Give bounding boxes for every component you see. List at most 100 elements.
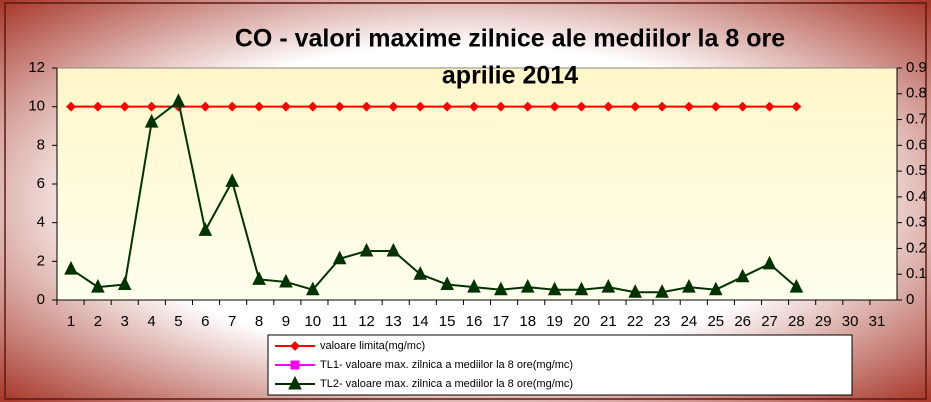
x-tick-label: 14 bbox=[412, 313, 429, 330]
x-tick-label: 2 bbox=[94, 313, 102, 330]
data-point bbox=[171, 93, 186, 108]
data-point bbox=[576, 101, 587, 112]
y2-tick-label: 0.1 bbox=[906, 265, 927, 282]
data-point bbox=[574, 281, 589, 296]
data-point bbox=[708, 281, 723, 296]
data-point bbox=[737, 101, 748, 112]
x-tick-label: 16 bbox=[466, 313, 483, 330]
data-point bbox=[495, 101, 506, 112]
x-tick-label: 10 bbox=[304, 313, 321, 330]
data-point bbox=[657, 101, 667, 112]
data-point bbox=[440, 276, 454, 291]
data-point bbox=[144, 114, 159, 128]
data-point bbox=[603, 101, 614, 112]
data-point bbox=[334, 101, 345, 112]
data-point bbox=[254, 101, 264, 112]
x-tick-label: 13 bbox=[385, 313, 402, 330]
data-point bbox=[359, 242, 374, 257]
data-point bbox=[467, 278, 481, 293]
data-point bbox=[361, 101, 372, 112]
data-point bbox=[764, 101, 775, 112]
y2-tick-label: 0.6 bbox=[906, 136, 927, 153]
x-tick-label: 4 bbox=[147, 313, 155, 330]
data-point bbox=[307, 101, 318, 112]
data-point bbox=[791, 101, 802, 112]
data-point bbox=[735, 268, 750, 283]
data-point bbox=[684, 101, 694, 112]
data-point bbox=[522, 101, 533, 112]
y-tick-label: 8 bbox=[37, 136, 45, 153]
y-tick-label: 6 bbox=[37, 175, 45, 192]
data-point bbox=[628, 284, 643, 298]
x-tick-label: 21 bbox=[600, 313, 617, 330]
y2-tick-label: 0.5 bbox=[906, 162, 927, 179]
x-tick-label: 27 bbox=[761, 313, 778, 330]
x-tick-label: 17 bbox=[493, 313, 510, 330]
data-point bbox=[413, 266, 428, 280]
legend-marker bbox=[290, 360, 300, 370]
data-point bbox=[227, 101, 238, 112]
data-point bbox=[305, 281, 320, 296]
x-tick-label: 22 bbox=[627, 313, 644, 330]
data-point bbox=[520, 278, 535, 293]
data-point bbox=[762, 255, 777, 270]
legend-label: TL1- valoare max. zilnica a mediilor la … bbox=[320, 359, 573, 371]
data-point bbox=[198, 222, 213, 236]
legend-marker bbox=[290, 341, 300, 351]
data-point bbox=[66, 101, 76, 112]
x-tick-label: 9 bbox=[282, 313, 290, 330]
data-point bbox=[630, 101, 641, 112]
y2-tick-label: 0.4 bbox=[906, 188, 927, 205]
data-point bbox=[601, 278, 616, 293]
y-tick-label: 10 bbox=[28, 98, 45, 115]
series-line bbox=[70, 99, 798, 294]
x-tick-label: 29 bbox=[815, 313, 832, 330]
data-point bbox=[388, 101, 399, 112]
x-tick-label: 26 bbox=[734, 313, 751, 330]
x-tick-label: 25 bbox=[707, 313, 724, 330]
chart-subtitle: aprilie 2014 bbox=[442, 62, 578, 90]
y-tick-label: 2 bbox=[37, 252, 45, 269]
legend-marker bbox=[288, 375, 302, 390]
data-point bbox=[415, 101, 426, 112]
data-point bbox=[146, 101, 157, 112]
data-point bbox=[332, 250, 347, 265]
x-tick-label: 28 bbox=[788, 313, 805, 330]
x-tick-label: 8 bbox=[255, 313, 263, 330]
data-point bbox=[200, 101, 211, 112]
legend-label: TL2- valoare max. zilnica a mediilor la … bbox=[320, 378, 573, 390]
data-point bbox=[64, 260, 78, 275]
legend bbox=[267, 334, 853, 396]
data-point bbox=[225, 173, 240, 187]
data-point bbox=[386, 242, 401, 257]
x-tick-label: 20 bbox=[573, 313, 590, 330]
x-tick-label: 11 bbox=[332, 313, 348, 330]
data-point bbox=[655, 284, 669, 298]
y2-tick-label: 0.7 bbox=[906, 111, 927, 128]
data-point bbox=[549, 101, 560, 112]
data-point bbox=[92, 101, 103, 112]
data-point bbox=[252, 271, 266, 285]
chart-border bbox=[4, 2, 927, 400]
data-point bbox=[442, 101, 453, 112]
data-point bbox=[91, 278, 105, 293]
data-point bbox=[547, 281, 562, 296]
x-tick-label: 1 bbox=[67, 313, 75, 330]
x-tick-label: 19 bbox=[546, 313, 563, 330]
x-tick-label: 30 bbox=[842, 313, 859, 330]
x-tick-label: 15 bbox=[439, 313, 456, 330]
x-tick-label: 3 bbox=[121, 313, 129, 330]
y2-tick-label: 0.9 bbox=[906, 59, 927, 76]
x-tick-label: 24 bbox=[681, 313, 698, 330]
y-tick-label: 0 bbox=[37, 291, 45, 308]
y2-tick-label: 0.8 bbox=[906, 85, 927, 102]
x-tick-label: 18 bbox=[519, 313, 536, 330]
data-point bbox=[494, 281, 508, 296]
chart-title: CO - valori maxime zilnice ale mediilor … bbox=[235, 25, 785, 53]
data-point bbox=[789, 278, 804, 293]
y2-tick-label: 0.3 bbox=[906, 214, 927, 231]
data-point bbox=[279, 273, 293, 288]
x-tick-label: 23 bbox=[654, 313, 671, 330]
